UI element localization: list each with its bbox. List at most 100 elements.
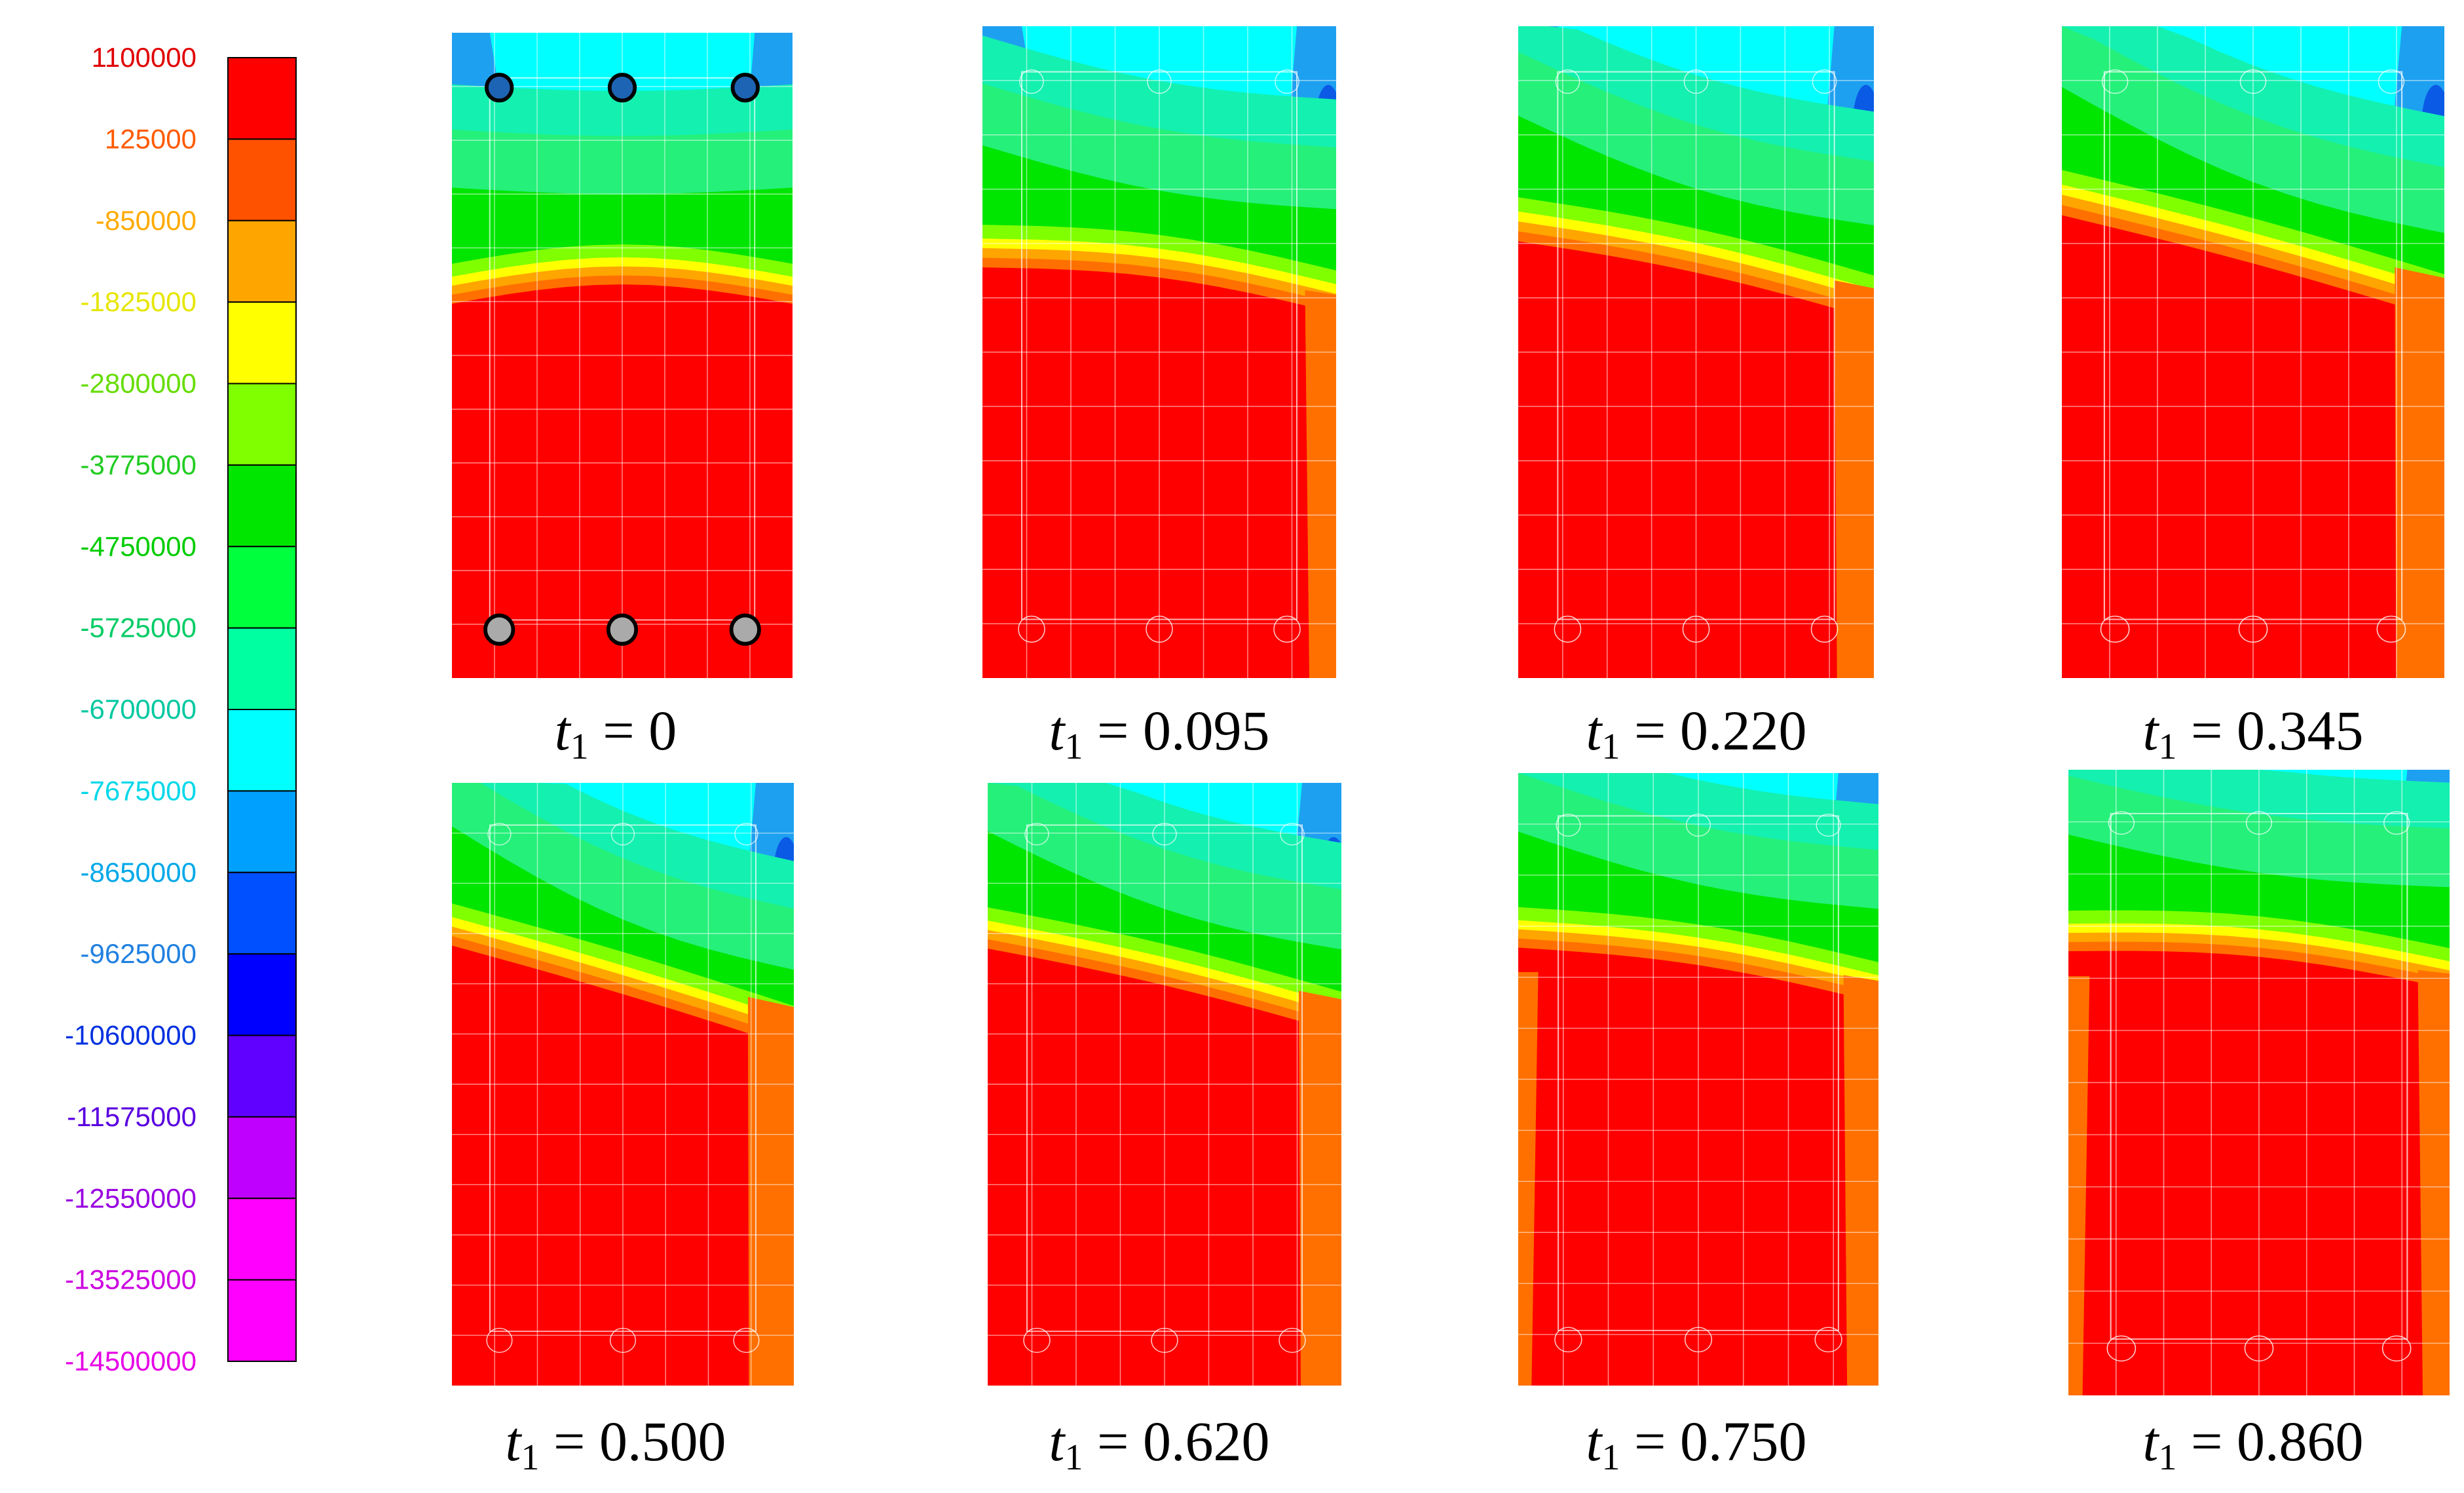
rebar-top [485, 73, 514, 103]
legend-swatch [227, 871, 297, 955]
rebar-bottom [1554, 1327, 1582, 1353]
caption-equals: = [2176, 699, 2237, 762]
panel-caption: t1 = 0.750 [1565, 1408, 1827, 1479]
stirrup-outline [1026, 824, 1303, 1332]
contour-panel [988, 783, 1341, 1386]
legend-swatch [227, 219, 297, 303]
caption-value: 0.500 [599, 1410, 726, 1473]
contour-plot [452, 783, 794, 1386]
legend-label: -12550000 [65, 1182, 196, 1213]
rebar-bottom [733, 1327, 760, 1353]
stirrup-outline [2110, 812, 2408, 1340]
color-legend: 1100000 125000 -850000 -1825000 -2800000 -377… [65, 42, 297, 1376]
contour-panel [452, 33, 793, 678]
rebar-bottom [2106, 1335, 2137, 1362]
contour-plot [2062, 26, 2444, 678]
legend-swatch [227, 709, 297, 792]
contour-band-orange-edge [2417, 970, 2450, 1395]
stirrup-outline [489, 824, 756, 1332]
caption-variable: t [2142, 1410, 2159, 1473]
rebar-top [2239, 69, 2267, 94]
rebar-bottom [1146, 615, 1173, 643]
contour-panel [2062, 26, 2444, 678]
rebar-top [1275, 69, 1299, 94]
rebar-top [2101, 69, 2129, 94]
caption-variable: t [1049, 1410, 1065, 1473]
legend-swatch [227, 138, 297, 221]
contour-band-orange-edge [1299, 991, 1341, 1386]
contour-band-orange-edge [1843, 975, 1878, 1386]
contour-band-orange-edge [747, 996, 794, 1386]
contour-panel [1518, 26, 1874, 678]
rebar-top [607, 73, 637, 103]
caption-value: 0.860 [2236, 1410, 2364, 1473]
contour-plot [982, 26, 1336, 678]
legend-swatch [227, 790, 297, 873]
contour-plot [2068, 770, 2450, 1395]
legend-label: 1100000 [92, 42, 196, 73]
rebar-top [1683, 69, 1709, 94]
rebar-bottom [2244, 1335, 2274, 1362]
rebar-top [487, 822, 512, 846]
legend-swatch [227, 57, 297, 140]
rebar-bottom [483, 613, 515, 646]
contour-band-orange-edge [2395, 267, 2444, 678]
rebar-bottom [1814, 1327, 1842, 1353]
contour-band-orange-edge [1518, 972, 1539, 1386]
rebar-bottom [1810, 615, 1839, 643]
rebar-top [1812, 69, 1837, 94]
rebar-bottom [1018, 615, 1045, 643]
legend-swatch [227, 627, 297, 710]
legend-swatch [227, 383, 297, 466]
rebar-bottom [1684, 1327, 1713, 1353]
legend-swatch [227, 953, 297, 1036]
caption-subscript: 1 [1601, 1437, 1620, 1478]
caption-equals: = [1620, 1410, 1680, 1473]
legend-label: -10600000 [65, 1020, 196, 1051]
rebar-top [730, 73, 760, 103]
rebar-top [2383, 811, 2410, 835]
rebar-bottom [1151, 1327, 1178, 1353]
rebar-top [2108, 811, 2135, 835]
legend-label: -2800000 [81, 368, 197, 399]
caption-value: 0.620 [1142, 1410, 1270, 1473]
rebar-bottom [2100, 615, 2130, 643]
caption-value: 0.220 [1679, 699, 1807, 762]
caption-subscript: 1 [1064, 1437, 1083, 1478]
rebar-bottom [729, 613, 761, 646]
legend-swatch [227, 546, 297, 629]
stirrup-outline [1557, 71, 1835, 620]
stirrup-outline [2103, 71, 2403, 620]
caption-value: 0.750 [1679, 1410, 1807, 1473]
caption-subscript: 1 [1064, 727, 1083, 767]
rebar-top [1147, 69, 1172, 94]
panel-caption: t1 = 0.500 [485, 1408, 747, 1479]
contour-panel [1518, 773, 1878, 1386]
legend-label: -14500000 [65, 1346, 196, 1376]
panel-caption: t1 = 0.220 [1565, 698, 1827, 768]
contour-panel [982, 26, 1336, 678]
caption-value: 0.345 [2236, 699, 2364, 762]
caption-subscript: 1 [521, 1437, 540, 1478]
panel-caption: t1 = 0.095 [1028, 698, 1290, 768]
legend-label: -7675000 [81, 775, 197, 806]
legend-label: -8650000 [81, 857, 197, 888]
legend-swatch [227, 301, 297, 385]
contour-plot [452, 33, 793, 678]
rebar-top [1024, 822, 1049, 846]
legend-label: -11575000 [67, 1101, 196, 1132]
contour-plot [1518, 26, 1874, 678]
rebar-bottom [1554, 615, 1582, 643]
contour-panel [452, 783, 794, 1386]
rebar-bottom [1273, 615, 1301, 643]
caption-equals: = [588, 699, 649, 762]
stirrup-outline [1558, 815, 1839, 1331]
legend-label: 125000 [105, 123, 196, 154]
rebar-bottom [2238, 615, 2268, 643]
rebar-top [1555, 69, 1580, 94]
legend-swatch [227, 464, 297, 548]
legend-label: -5725000 [81, 613, 197, 643]
rebar-top [2245, 811, 2273, 835]
legend-label: -850000 [96, 205, 196, 236]
caption-subscript: 1 [570, 727, 589, 767]
